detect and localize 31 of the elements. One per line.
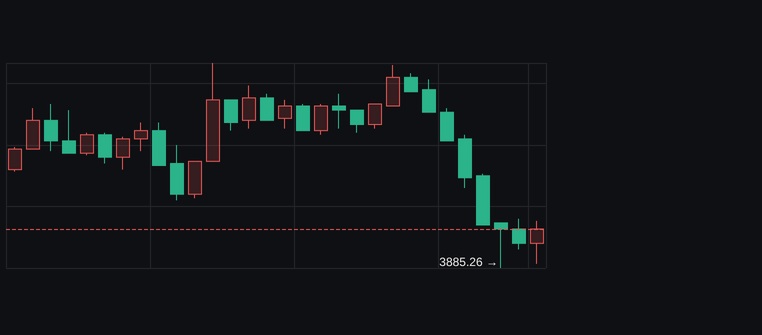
candlestick — [278, 99, 292, 130]
candlestick — [368, 104, 382, 130]
candlestick — [494, 222, 508, 268]
candlestick — [296, 104, 310, 132]
candlestick — [404, 72, 418, 92]
candlestick — [8, 146, 22, 172]
candlestick — [26, 108, 40, 150]
candlestick — [80, 132, 94, 156]
candlestick — [260, 93, 274, 121]
candlestick — [422, 78, 436, 113]
candlestick — [512, 218, 526, 250]
candlestick — [134, 122, 148, 152]
candlestick — [44, 104, 58, 152]
candlestick — [152, 122, 166, 166]
candlestick — [350, 110, 364, 134]
candlestick — [332, 93, 346, 130]
candlestick — [224, 99, 238, 132]
candlestick — [458, 134, 472, 189]
annotation: 3885.26 → — [439, 255, 498, 269]
candlestick — [188, 160, 202, 199]
candlestick — [116, 136, 130, 170]
candlestick — [530, 220, 544, 264]
candlestick — [314, 104, 328, 136]
candlestick — [98, 132, 112, 164]
candlestick — [476, 173, 490, 226]
candlestick — [62, 110, 76, 154]
candlestick — [170, 144, 184, 201]
candlestick — [242, 85, 256, 130]
candlestick — [440, 108, 454, 142]
candlestick — [206, 62, 220, 162]
candlestick — [386, 64, 400, 107]
